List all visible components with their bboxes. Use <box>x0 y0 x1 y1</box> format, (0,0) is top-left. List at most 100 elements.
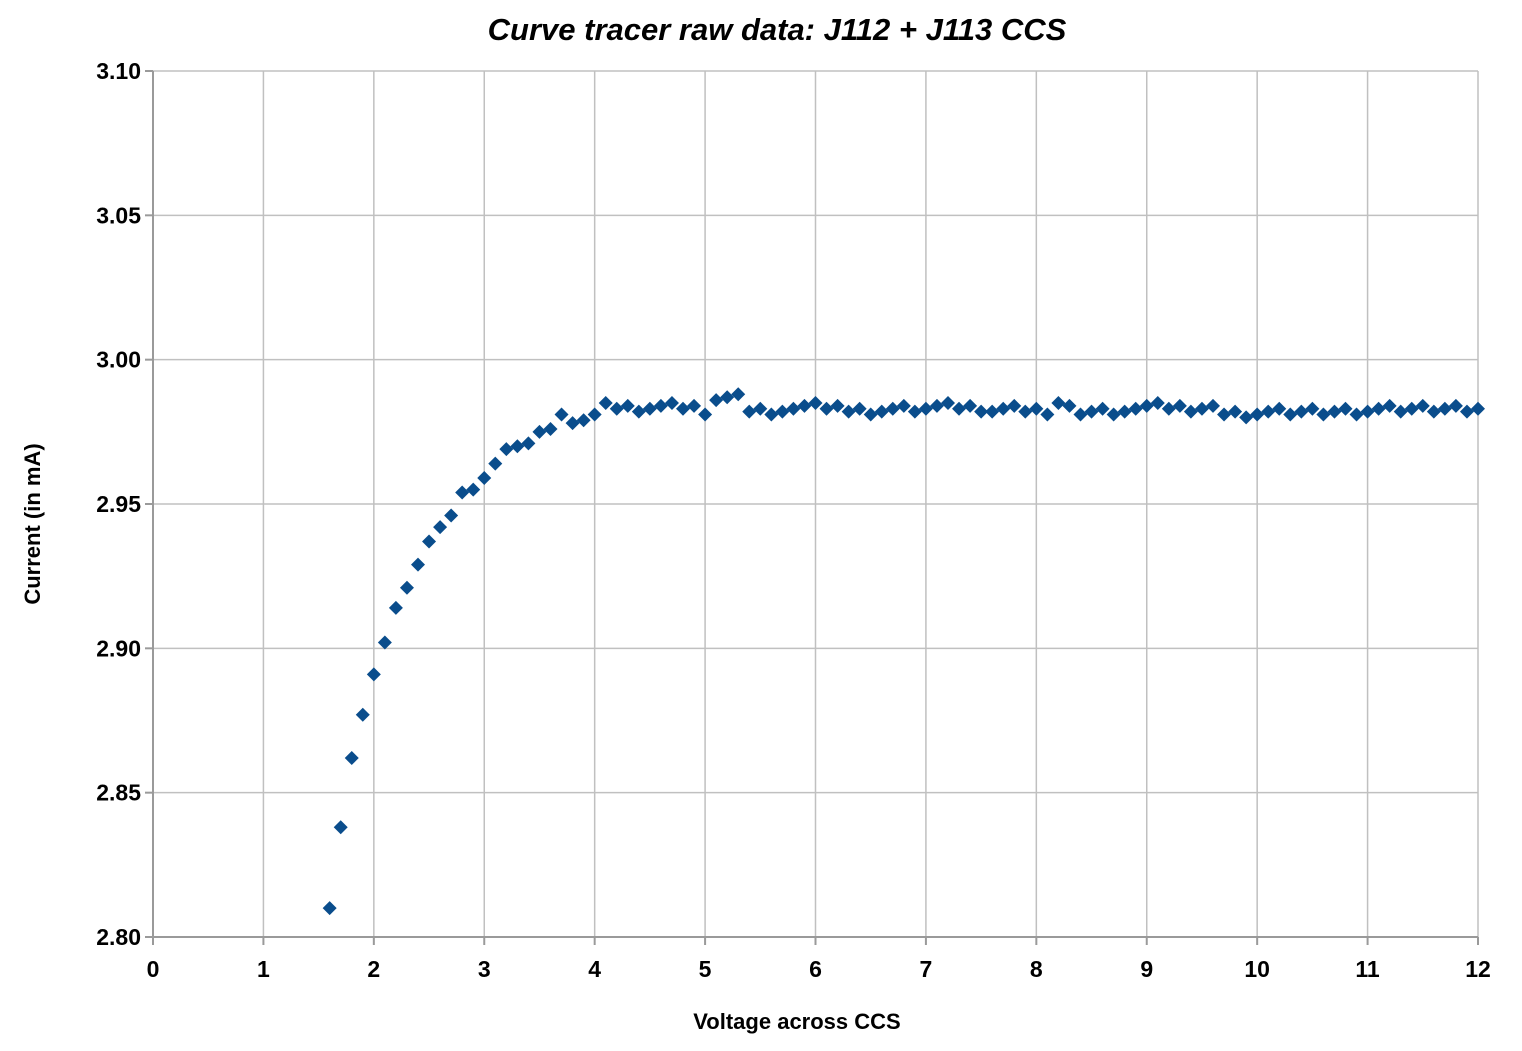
data-point <box>1106 407 1121 422</box>
data-point <box>1062 398 1077 413</box>
data-point <box>1183 404 1198 419</box>
data-point <box>620 398 635 413</box>
data-point <box>808 395 823 410</box>
data-point <box>841 404 856 419</box>
data-point <box>1250 407 1265 422</box>
data-point <box>1382 398 1397 413</box>
data-point <box>1459 404 1474 419</box>
data-point <box>598 395 613 410</box>
data-point <box>941 395 955 410</box>
data-point <box>996 401 1011 416</box>
data-point <box>896 398 911 413</box>
data-point <box>333 820 348 835</box>
data-point <box>543 421 558 436</box>
y-tick-label: 3.05 <box>96 202 141 228</box>
data-point <box>918 401 933 416</box>
data-point <box>1471 401 1485 416</box>
data-point <box>653 398 668 413</box>
data-point <box>1294 404 1309 419</box>
data-point <box>1095 401 1110 416</box>
data-point <box>720 390 735 405</box>
x-tick-label: 6 <box>809 956 822 982</box>
x-tick-label: 7 <box>920 956 933 982</box>
data-point <box>852 401 867 416</box>
data-point <box>377 635 392 650</box>
x-tick-label: 2 <box>367 956 380 982</box>
data-point <box>355 707 370 722</box>
data-point <box>455 485 470 500</box>
data-point <box>1007 398 1022 413</box>
data-point <box>664 395 679 410</box>
data-point <box>399 580 414 595</box>
x-axis-label: Voltage across CCS <box>693 1009 900 1034</box>
data-point <box>974 404 989 419</box>
data-point <box>1305 401 1320 416</box>
x-tick-label: 5 <box>699 956 712 982</box>
data-points <box>322 387 1485 916</box>
data-point <box>1393 404 1408 419</box>
y-axis-label: Current (in mA) <box>20 443 45 604</box>
data-point <box>830 398 845 413</box>
axes <box>145 70 1479 945</box>
data-point <box>510 439 525 454</box>
data-point <box>532 424 547 439</box>
data-point <box>819 401 834 416</box>
data-point <box>786 401 801 416</box>
data-point <box>521 436 536 451</box>
data-point <box>797 398 812 413</box>
data-point <box>963 398 978 413</box>
data-point <box>1415 398 1430 413</box>
data-point <box>1261 404 1276 419</box>
data-point <box>929 398 944 413</box>
data-point <box>488 456 503 471</box>
data-point <box>388 600 403 615</box>
data-point <box>742 404 757 419</box>
data-point <box>731 387 746 402</box>
data-point <box>344 751 359 766</box>
data-point <box>444 508 459 523</box>
data-point <box>1018 404 1033 419</box>
data-point <box>1040 407 1055 422</box>
data-point <box>952 401 967 416</box>
data-point <box>874 404 889 419</box>
data-point <box>863 407 878 422</box>
data-point <box>499 442 514 457</box>
data-point <box>411 557 425 572</box>
x-tick-label: 0 <box>147 956 160 982</box>
data-point <box>1150 395 1165 410</box>
data-point <box>1371 401 1386 416</box>
data-point <box>322 901 337 916</box>
data-point <box>885 401 900 416</box>
data-point <box>1139 398 1154 413</box>
data-point <box>1426 404 1441 419</box>
x-tick-label: 1 <box>257 956 270 982</box>
y-tick-labels: 2.80 2.85 2.90 2.95 3.00 3.05 3.10 <box>96 58 141 950</box>
data-point <box>1283 407 1298 422</box>
data-point <box>698 407 713 422</box>
data-point <box>576 413 591 428</box>
data-point <box>366 667 381 682</box>
data-point <box>1172 398 1187 413</box>
y-tick-label: 3.00 <box>96 347 141 373</box>
data-point <box>1239 410 1254 425</box>
data-point <box>687 398 702 413</box>
data-point <box>1217 407 1232 422</box>
data-point <box>433 520 448 535</box>
data-point <box>554 407 569 422</box>
x-tick-labels: 0 1 2 3 4 5 6 7 8 9 10 11 12 <box>147 956 1491 982</box>
x-tick-label: 12 <box>1465 956 1491 982</box>
grid <box>152 70 1479 938</box>
data-point <box>1316 407 1331 422</box>
data-point <box>709 393 724 408</box>
data-point <box>676 401 690 416</box>
x-tick-label: 4 <box>588 956 601 982</box>
data-point <box>1272 401 1287 416</box>
data-point <box>985 404 1000 419</box>
data-point <box>1161 401 1176 416</box>
chart-title: Curve tracer raw data: J112 + J113 CCS <box>488 12 1067 47</box>
data-point <box>1360 404 1375 419</box>
data-point <box>1117 404 1132 419</box>
data-point <box>631 404 646 419</box>
y-tick-label: 2.90 <box>96 635 141 661</box>
